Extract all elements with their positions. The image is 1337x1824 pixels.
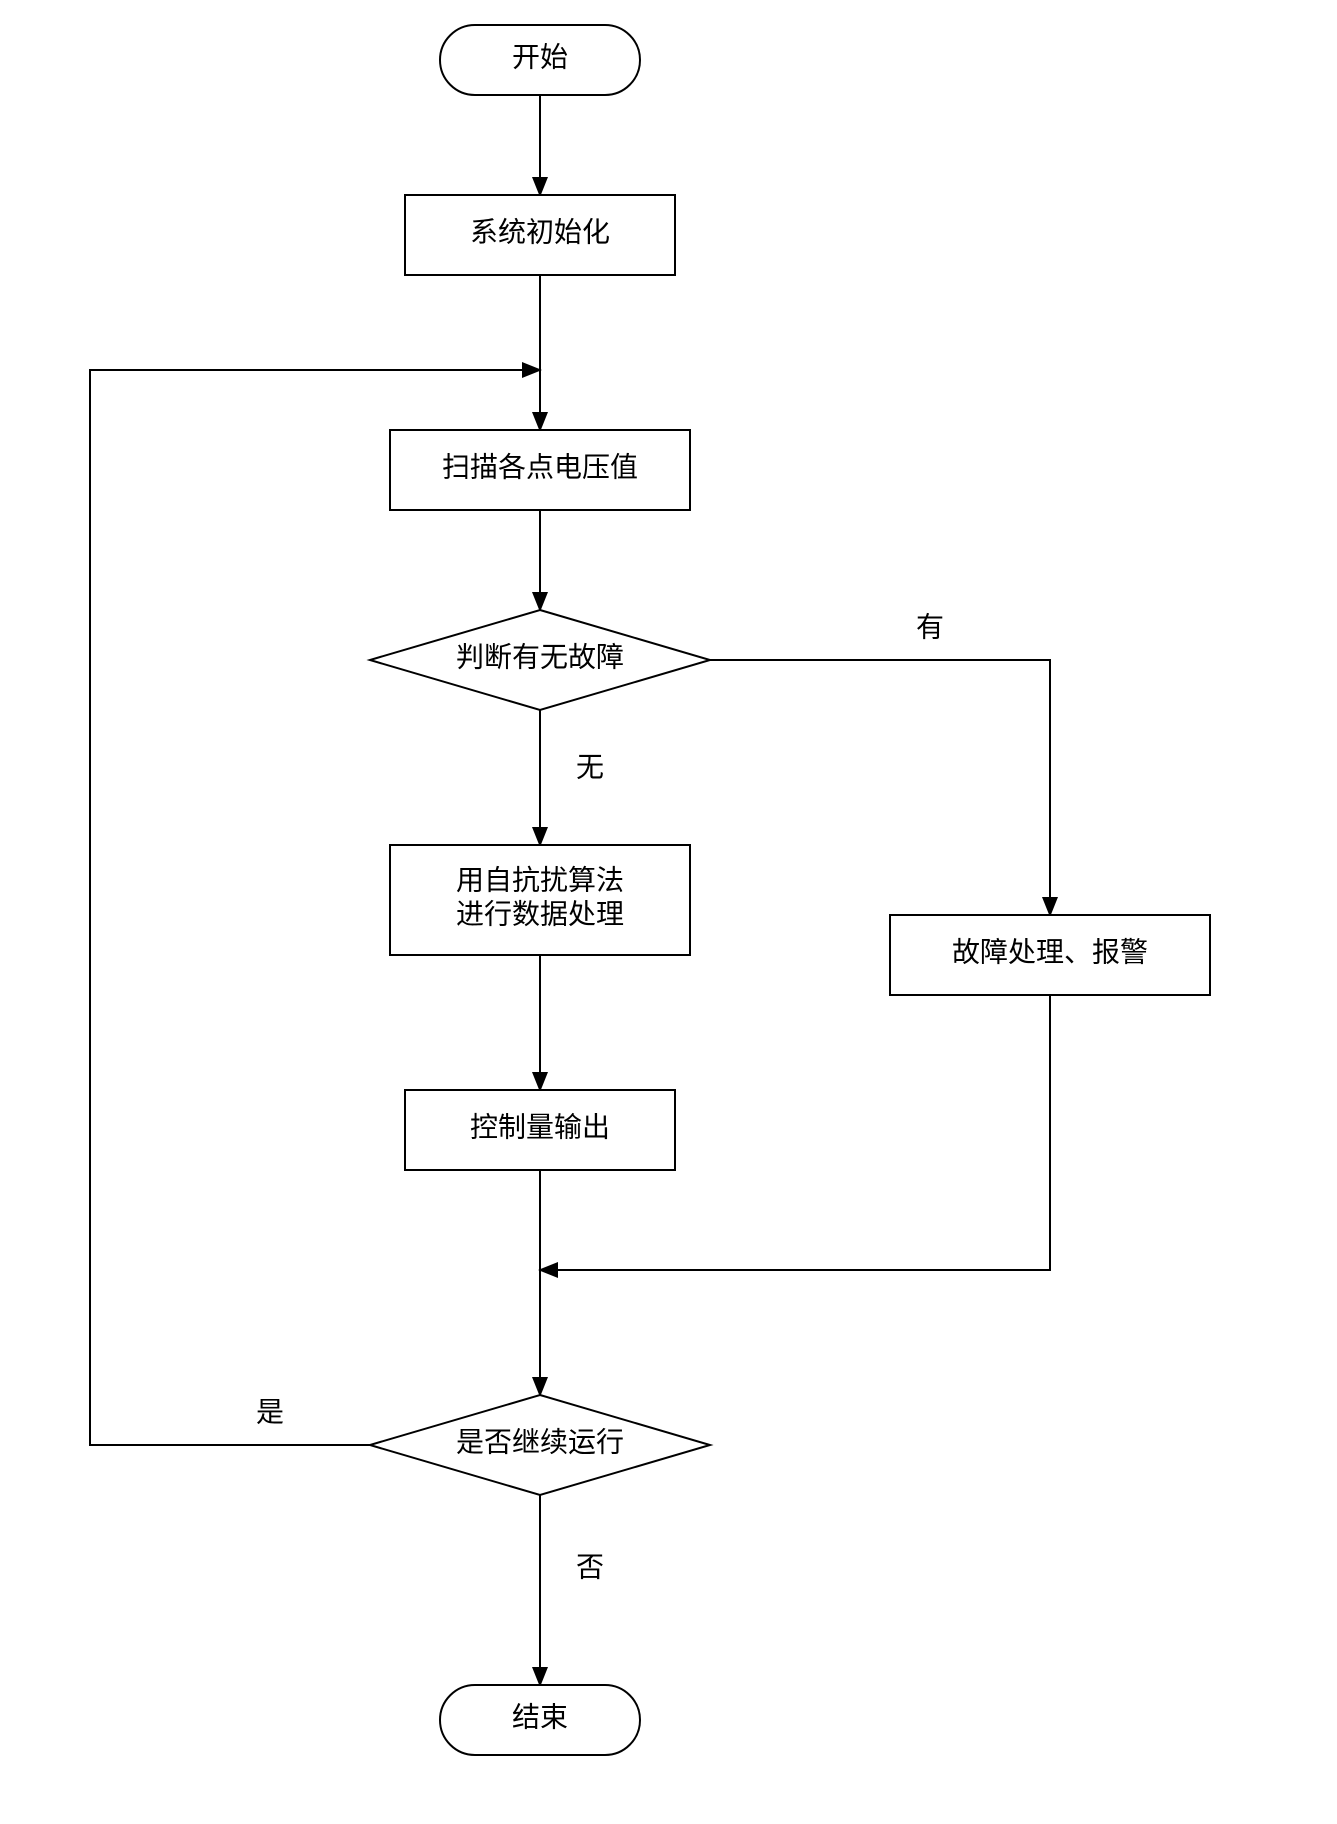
node-label-continue: 是否继续运行 bbox=[456, 1426, 624, 1458]
node-label-process: 进行数据处理 bbox=[456, 898, 624, 930]
node-label-fault: 判断有无故障 bbox=[456, 641, 624, 673]
node-fault: 判断有无故障 bbox=[370, 610, 710, 710]
edge-label-fault-process: 无 bbox=[576, 752, 604, 783]
edge-label-continue-end: 否 bbox=[576, 1552, 604, 1583]
edge-fault-alarm bbox=[710, 660, 1050, 915]
node-label-init: 系统初始化 bbox=[470, 216, 610, 248]
node-label-end: 结束 bbox=[512, 1701, 568, 1733]
edge-label-fault-alarm: 有 bbox=[916, 611, 944, 643]
node-label-process: 用自抗扰算法 bbox=[456, 864, 624, 896]
node-label-start: 开始 bbox=[512, 41, 568, 73]
node-label-output: 控制量输出 bbox=[470, 1111, 610, 1143]
node-end: 结束 bbox=[440, 1685, 640, 1755]
node-scan: 扫描各点电压值 bbox=[390, 430, 690, 510]
node-output: 控制量输出 bbox=[405, 1090, 675, 1170]
node-continue: 是否继续运行 bbox=[370, 1395, 710, 1495]
node-init: 系统初始化 bbox=[405, 195, 675, 275]
node-label-alarm: 故障处理、报警 bbox=[952, 936, 1148, 968]
nodes: 开始系统初始化扫描各点电压值判断有无故障用自抗扰算法进行数据处理故障处理、报警控… bbox=[370, 25, 1210, 1755]
flowchart-canvas: 无有否是开始系统初始化扫描各点电压值判断有无故障用自抗扰算法进行数据处理故障处理… bbox=[0, 0, 1337, 1824]
node-alarm: 故障处理、报警 bbox=[890, 915, 1210, 995]
node-start: 开始 bbox=[440, 25, 640, 95]
node-label-scan: 扫描各点电压值 bbox=[442, 451, 638, 483]
edge-label-continue-scan: 是 bbox=[256, 1397, 284, 1428]
node-process: 用自抗扰算法进行数据处理 bbox=[390, 845, 690, 955]
